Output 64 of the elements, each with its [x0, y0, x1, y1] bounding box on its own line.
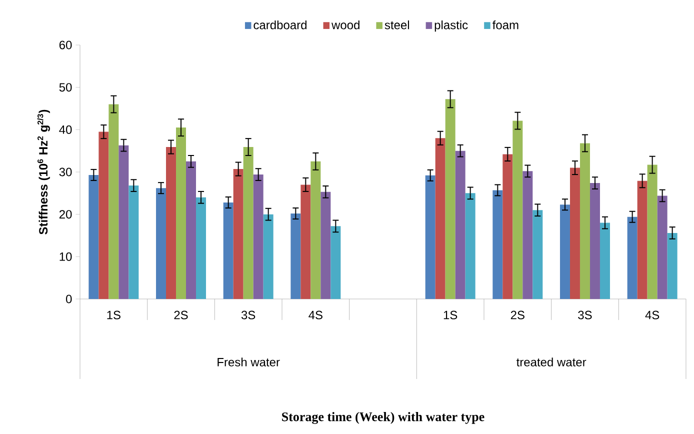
- y-tick-label: 50: [59, 83, 72, 92]
- bar: [445, 99, 456, 299]
- bar: [647, 164, 658, 299]
- bar: [570, 168, 580, 299]
- bar: [223, 202, 234, 299]
- y-tick-label: 60: [59, 40, 72, 50]
- bar: [88, 174, 99, 299]
- bar: [166, 147, 176, 299]
- text: Fresh water: [218, 358, 280, 366]
- x-tick-label: 1S: [107, 310, 120, 320]
- legend-label: plastic: [434, 20, 468, 32]
- text: Storage time (Week) with water type: [282, 412, 484, 424]
- bar: [196, 197, 206, 299]
- bar: [627, 216, 638, 299]
- bar: [290, 213, 301, 299]
- bar: [300, 184, 311, 299]
- bar: [522, 171, 533, 299]
- bar: [253, 174, 264, 299]
- y-tick-label: 20: [59, 210, 72, 219]
- y-tick-label: 0: [66, 294, 72, 304]
- bar: [502, 154, 513, 299]
- bar: [98, 132, 109, 299]
- y-tick-label: 30: [59, 168, 72, 176]
- bar: [600, 222, 610, 299]
- x-tick-label: 4S: [308, 310, 322, 320]
- x-tick-label: 3S: [241, 310, 256, 320]
- bar: [186, 161, 196, 299]
- bar: [590, 183, 600, 299]
- bar: [233, 169, 244, 299]
- bar: [128, 186, 139, 299]
- bar: [465, 193, 476, 299]
- x-tick-label: 3S: [578, 310, 592, 320]
- bar: [320, 192, 331, 299]
- bar: [156, 188, 166, 299]
- bar: [435, 138, 446, 299]
- x-tick-label: 4S: [645, 310, 660, 320]
- bar: [667, 232, 678, 299]
- legend-label: steel: [384, 20, 410, 30]
- legend-label: foam: [492, 20, 518, 30]
- bar: [108, 104, 119, 299]
- bar: [580, 143, 590, 299]
- bar: [532, 210, 543, 299]
- x-tick-label: 1S: [444, 310, 458, 320]
- bar: [512, 120, 523, 299]
- legend-label: wood: [332, 20, 360, 30]
- bar: [118, 145, 129, 299]
- x-tick-label: 2S: [510, 310, 524, 320]
- bar: [176, 128, 186, 299]
- bar: [330, 226, 341, 299]
- bar: [637, 180, 648, 299]
- bar: [455, 150, 466, 299]
- x-tick-label: 2S: [174, 310, 188, 320]
- y-tick-label: 40: [59, 125, 72, 134]
- legend-label: cardboard: [254, 20, 306, 30]
- bar: [657, 196, 668, 299]
- bar: [243, 147, 254, 299]
- text: treated water: [516, 358, 586, 366]
- y-axis-title: Stiffness (10$^{6}$ Hz$^{2}$ g$^{2/3}$): [37, 110, 50, 234]
- y-tick-label: 10: [60, 252, 72, 261]
- bar: [263, 214, 274, 299]
- bar: [310, 161, 321, 299]
- bar: [425, 175, 436, 299]
- bar: [492, 190, 503, 299]
- bar: [560, 204, 570, 299]
